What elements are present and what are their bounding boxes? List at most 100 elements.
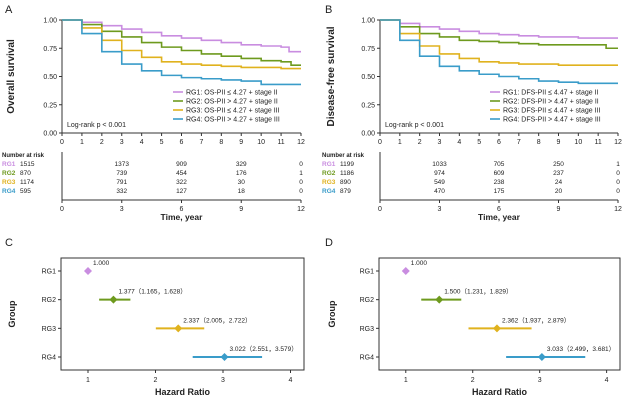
survival-curve-rg1 (62, 19, 301, 53)
x-axis-label: Hazard Ratio (472, 387, 528, 397)
risk-cell: 470 (434, 188, 445, 195)
survival-curve-rg3 (380, 19, 618, 66)
y-tick-label: RG4 (360, 355, 375, 362)
risk-row-label: RG4 (322, 188, 336, 195)
hr-marker-rg3 (492, 324, 501, 333)
survival-curve-rg4 (62, 19, 301, 86)
x-tick-label: 12 (614, 139, 622, 146)
risk-cell: 0 (299, 161, 303, 168)
survival-curve-rg2 (380, 19, 618, 50)
risk-x-tick-label: 12 (297, 206, 305, 213)
risk-cell: 454 (176, 170, 187, 177)
risk-cell: 176 (236, 170, 247, 177)
km-panel-A: A0.000.250.500.751.000 1 2 3 4 5 6 7 8 9 10 11 12Ove… (2, 4, 305, 222)
logrank-annotation: Log-rank p < 0.001 (67, 122, 126, 129)
risk-cell: 30 (238, 179, 246, 186)
x-axis-label: Hazard Ratio (155, 387, 211, 397)
y-tick-label: 0.75 (43, 46, 57, 53)
risk-cell: 0 (616, 170, 620, 177)
risk-cell: 870 (20, 170, 31, 177)
x-tick-label: 4 (289, 377, 293, 384)
x-tick-label: 4 (457, 139, 461, 146)
risk-cell: 595 (20, 188, 31, 195)
x-tick-label: 7 (517, 139, 521, 146)
y-axis-label: Overall survival (6, 39, 17, 114)
legend-entry-rg3: RG3: OS-PII ≤ 4.27 + stage III (186, 108, 280, 115)
x-tick-label: 1 (398, 139, 402, 146)
y-tick-label: RG1 (42, 269, 57, 276)
risk-cell: 1 (616, 161, 620, 168)
x-tick-label: 9 (239, 139, 243, 146)
survival-curve-rg1 (380, 19, 618, 39)
x-axis-label: Time, year (478, 212, 521, 222)
risk-cell: 739 (116, 170, 127, 177)
x-tick-label: 11 (277, 139, 284, 146)
risk-cell: 909 (176, 161, 187, 168)
risk-cell: 0 (299, 179, 303, 186)
risk-cell: 1373 (115, 161, 130, 168)
km-panel-B: B0.000.250.500.751.000 1 2 3 4 5 6 7 8 9 10 11 12Dis… (322, 4, 622, 222)
x-tick-label: 2 (100, 139, 104, 146)
x-tick-label: 2 (418, 139, 422, 146)
hr-label-rg3: 2.337（2.005，2.722） (183, 316, 251, 324)
x-tick-label: 5 (160, 139, 164, 146)
forest-panel-C: C 1 2 3 4 Hazard Ratio Group RG1 1.000 RG2 1.377（1… (5, 237, 305, 397)
risk-row-label: RG3 (2, 179, 16, 186)
y-tick-label: 0.75 (361, 46, 375, 53)
y-tick-label: RG3 (42, 326, 57, 333)
legend-entry-rg4: RG4: OS-PII > 4.27 + stage III (186, 117, 280, 124)
risk-row-label: RG2 (322, 170, 336, 177)
risk-cell: 238 (494, 179, 505, 186)
x-tick-label: 1 (80, 139, 84, 146)
x-tick-label: 3 (221, 377, 225, 384)
panel-label: D (325, 237, 333, 249)
x-tick-label: 10 (574, 139, 582, 146)
hr-marker-rg1 (84, 267, 92, 275)
y-tick-label: 1.00 (361, 18, 375, 25)
risk-cell: 0 (299, 188, 303, 195)
y-tick-label: RG2 (42, 297, 57, 304)
y-tick-label: RG1 (360, 269, 375, 276)
legend-entry-rg3: RG3: DFS-PII ≤ 4.47 + stage III (503, 108, 600, 115)
y-axis-label: Disease-free survival (326, 26, 337, 126)
risk-cell: 237 (553, 170, 564, 177)
x-tick-label: 4 (140, 139, 144, 146)
panel-label: B (325, 4, 332, 16)
legend-entry-rg2: RG2: OS-PII > 4.27 + stage II (186, 99, 278, 106)
legend-entry-rg4: RG4: DFS-PII > 4.47 + stage III (503, 117, 601, 124)
y-axis-label: Group (327, 300, 337, 327)
y-tick-label: 0.00 (361, 131, 375, 138)
risk-cell: 890 (340, 179, 351, 186)
risk-x-tick-label: 0 (378, 206, 382, 213)
risk-x-tick-label: 0 (60, 206, 64, 213)
plot-frame (60, 257, 305, 371)
x-tick-label: 12 (297, 139, 305, 146)
risk-table-title: Number at risk (2, 153, 45, 159)
x-tick-label: 10 (257, 139, 265, 146)
y-axis-label: Group (7, 300, 17, 327)
risk-x-tick-label: 12 (614, 206, 622, 213)
risk-cell: 1186 (340, 170, 354, 177)
x-tick-label: 0 (378, 139, 382, 146)
risk-row-label: RG1 (322, 161, 336, 168)
x-tick-label: 3 (538, 377, 542, 384)
x-tick-label: 3 (438, 139, 442, 146)
hr-label-rg1: 1.000 (411, 260, 428, 267)
risk-cell: 1199 (340, 161, 354, 168)
x-tick-label: 1 (86, 377, 90, 384)
x-axis-label: Time, year (161, 212, 204, 222)
risk-cell: 24 (555, 179, 563, 186)
hr-label-rg3: 2.362（1.937，2.879） (502, 316, 570, 324)
x-tick-label: 6 (180, 139, 184, 146)
risk-cell: 332 (116, 188, 127, 195)
risk-cell: 0 (616, 179, 620, 186)
hr-label-rg2: 1.377（1.165，1.628） (118, 288, 186, 296)
risk-cell: 1515 (20, 161, 35, 168)
hr-marker-rg3 (174, 324, 183, 333)
forest-panel-D: D 1 2 3 4 Hazard Ratio Group RG1 1.000 RG2 1.500（1… (325, 237, 621, 397)
x-tick-label: 0 (60, 139, 64, 146)
risk-cell: 322 (176, 179, 187, 186)
risk-cell: 20 (555, 188, 563, 195)
risk-cell: 791 (116, 179, 127, 186)
risk-row-label: RG4 (2, 188, 16, 195)
